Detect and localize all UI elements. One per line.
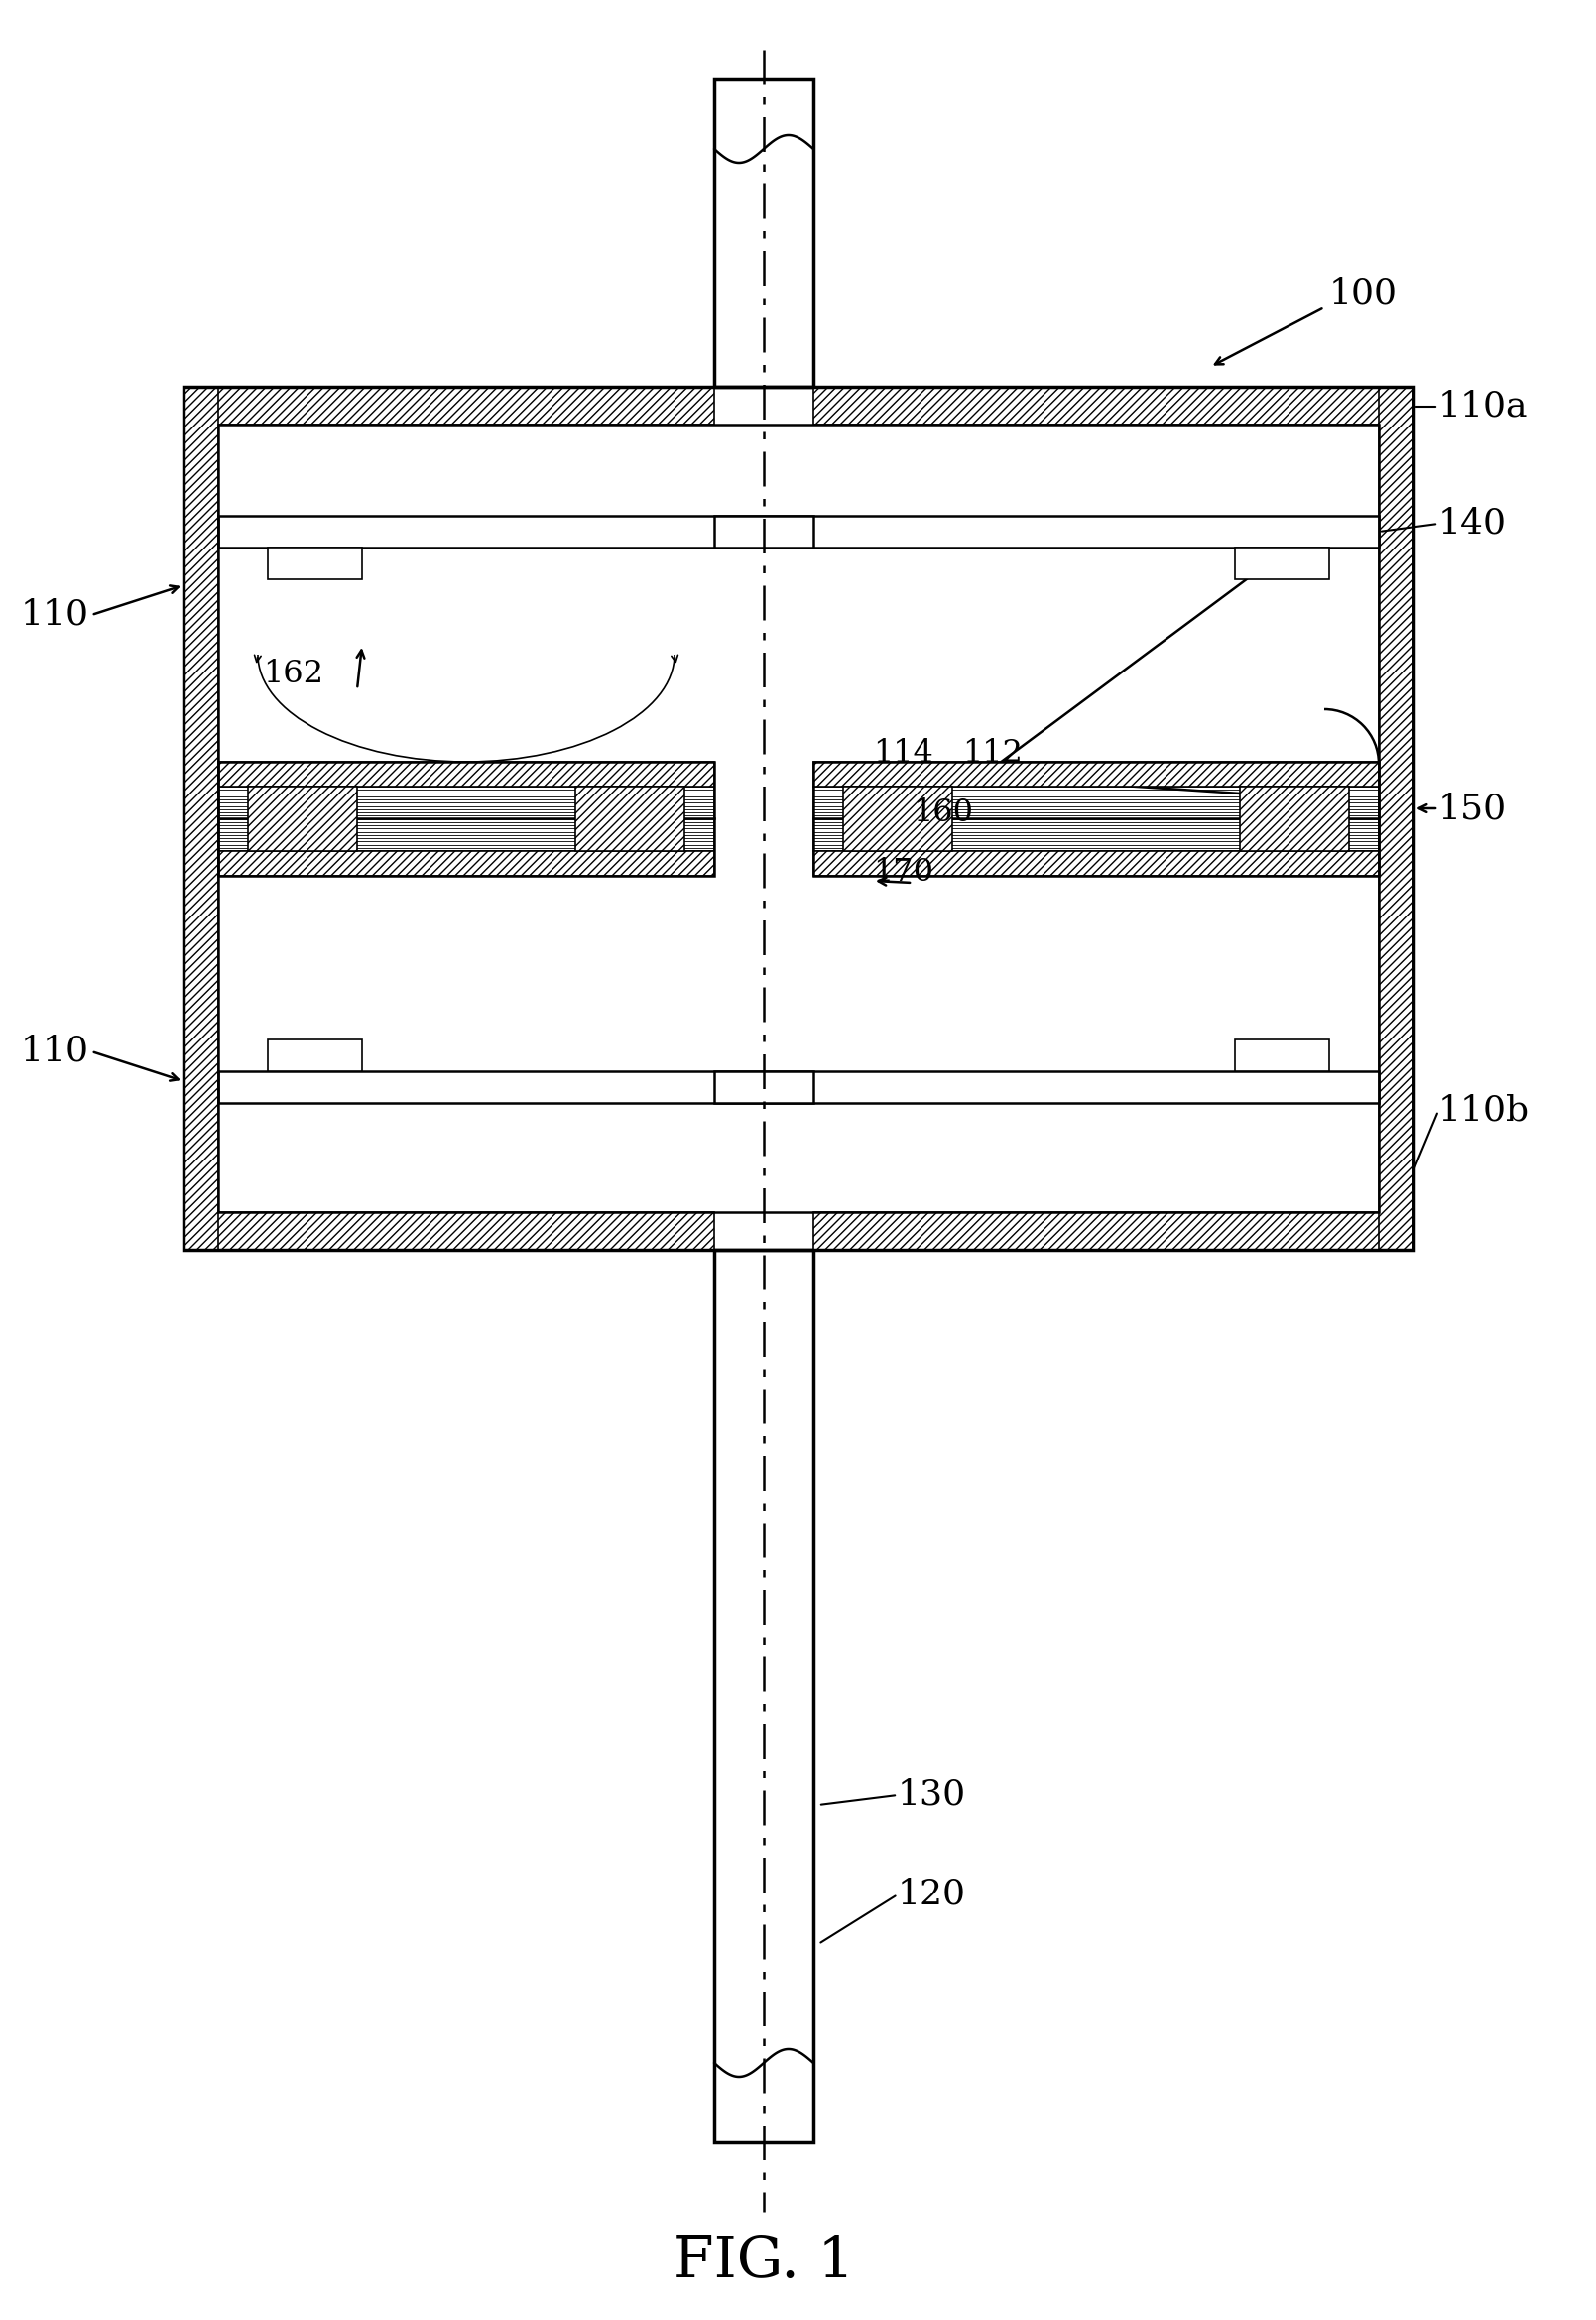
Bar: [1235, 1039, 1329, 1072]
Text: 130: 130: [897, 1779, 966, 1812]
Text: 110b: 110b: [1438, 1095, 1529, 1128]
Text: 170: 170: [873, 858, 934, 889]
Text: 100: 100: [1329, 276, 1398, 309]
Bar: [184, 387, 219, 1250]
Text: 140: 140: [1438, 506, 1507, 541]
Bar: [843, 786, 953, 851]
Bar: [184, 1211, 713, 1250]
Bar: [1240, 786, 1349, 851]
Bar: [713, 1250, 814, 2141]
Bar: [219, 851, 713, 877]
Text: 162: 162: [263, 659, 324, 689]
Text: 120: 120: [897, 1877, 966, 1912]
Bar: [184, 387, 713, 425]
Bar: [219, 786, 713, 851]
Text: 160: 160: [913, 798, 974, 828]
Bar: [713, 1072, 814, 1102]
Text: FIG. 1: FIG. 1: [674, 2234, 854, 2290]
Bar: [247, 786, 358, 851]
Bar: [575, 786, 685, 851]
Bar: [814, 761, 1379, 877]
Bar: [1379, 387, 1414, 1250]
Bar: [814, 851, 1379, 877]
Text: 150: 150: [1438, 791, 1507, 826]
Text: 110: 110: [21, 1035, 89, 1067]
Bar: [814, 387, 1414, 425]
Bar: [268, 1039, 362, 1072]
Bar: [219, 1072, 1379, 1102]
Bar: [1235, 548, 1329, 580]
Bar: [268, 548, 362, 580]
Bar: [184, 387, 1414, 1250]
Bar: [814, 1211, 1414, 1250]
Bar: [219, 425, 1379, 1211]
Text: 110: 110: [21, 599, 89, 631]
Bar: [713, 515, 814, 548]
Text: 114: 114: [873, 738, 934, 770]
Bar: [219, 761, 713, 786]
Bar: [219, 761, 713, 877]
Text: 112: 112: [962, 738, 1023, 770]
Bar: [713, 79, 814, 387]
Bar: [814, 761, 1379, 786]
Bar: [814, 786, 1379, 851]
Bar: [219, 515, 1379, 548]
Text: 110a: 110a: [1438, 390, 1527, 425]
